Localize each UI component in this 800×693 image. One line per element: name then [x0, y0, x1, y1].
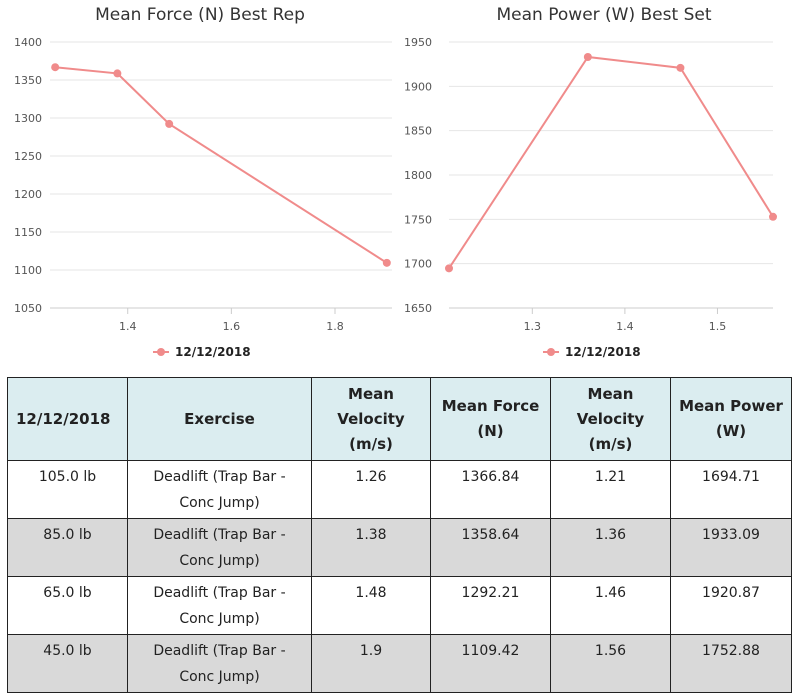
chart-title: Mean Power (W) Best Set — [497, 5, 712, 25]
data-point — [676, 63, 685, 72]
table-row: 105.0 lb Deadlift (Trap Bar - Conc Jump)… — [7, 460, 792, 519]
chart-title: Mean Force (N) Best Rep — [95, 5, 305, 25]
data-point — [382, 258, 391, 267]
cell-weight: 105.0 lb — [7, 460, 128, 519]
cell-mean-force: 1292.21 — [430, 576, 551, 635]
header-mean-power: Mean Power (W) — [670, 377, 792, 461]
chart-svg: Mean Power (W) Best Set 1650 1700 1750 1800 1… — [404, 5, 777, 359]
cell-weight: 85.0 lb — [7, 518, 128, 577]
y-tick-label: 1700 — [404, 258, 432, 271]
cell-mean-velocity-2: 1.21 — [550, 460, 671, 519]
table-row: 45.0 lb Deadlift (Trap Bar - Conc Jump) … — [7, 634, 792, 693]
y-tick-label: 1350 — [14, 74, 42, 87]
header-mean-velocity-2: Mean Velocity (m/s) — [550, 377, 671, 461]
mean-force-chart: Mean Force (N) Best Rep 1050 1100 1150 1200 1… — [0, 0, 400, 370]
data-point — [113, 69, 122, 78]
y-tick-label: 1150 — [14, 226, 42, 239]
y-tick-label: 1250 — [14, 150, 42, 163]
y-tick-label: 1950 — [404, 36, 432, 49]
header-mean-force: Mean Force (N) — [430, 377, 551, 461]
cell-mean-force: 1358.64 — [430, 518, 551, 577]
series-line — [55, 66, 388, 264]
cell-mean-velocity: 1.9 — [311, 634, 431, 693]
cell-weight: 45.0 lb — [7, 634, 128, 693]
cell-exercise: Deadlift (Trap Bar - Conc Jump) — [127, 634, 312, 693]
cell-mean-velocity-2: 1.36 — [550, 518, 671, 577]
cell-weight: 65.0 lb — [7, 576, 128, 635]
mean-power-chart: Mean Power (W) Best Set 1650 1700 1750 1800 1… — [392, 0, 800, 370]
series-line — [448, 55, 774, 269]
cell-mean-velocity-2: 1.56 — [550, 634, 671, 693]
cell-mean-force: 1109.42 — [430, 634, 551, 693]
y-tick-label: 1300 — [14, 112, 42, 125]
cell-mean-power: 1752.88 — [670, 634, 792, 693]
y-tick-label: 1200 — [14, 188, 42, 201]
cell-mean-power: 1920.87 — [670, 576, 792, 635]
x-tick-label: 1.6 — [223, 320, 241, 333]
header-date: 12/12/2018 — [7, 377, 128, 461]
table-row: 85.0 lb Deadlift (Trap Bar - Conc Jump) … — [7, 518, 792, 577]
x-tick-label: 1.3 — [524, 320, 542, 333]
x-tick-label: 1.4 — [616, 320, 634, 333]
chart-svg: Mean Force (N) Best Rep 1050 1100 1150 1200 1… — [14, 5, 392, 359]
results-table: 12/12/2018 Exercise Mean Velocity (m/s) … — [7, 377, 792, 693]
data-point — [165, 119, 174, 128]
x-tick-label: 1.8 — [326, 320, 344, 333]
y-tick-label: 1850 — [404, 125, 432, 138]
x-tick-label: 1.4 — [119, 320, 137, 333]
cell-mean-velocity-2: 1.46 — [550, 576, 671, 635]
cell-mean-power: 1694.71 — [670, 460, 792, 519]
y-tick-label: 1800 — [404, 169, 432, 182]
cell-exercise: Deadlift (Trap Bar - Conc Jump) — [127, 518, 312, 577]
legend-marker — [157, 348, 165, 356]
data-point — [769, 212, 777, 221]
cell-exercise: Deadlift (Trap Bar - Conc Jump) — [127, 460, 312, 519]
x-tick-label: 1.5 — [709, 320, 727, 333]
cell-exercise: Deadlift (Trap Bar - Conc Jump) — [127, 576, 312, 635]
cell-mean-velocity: 1.38 — [311, 518, 431, 577]
table-row: 65.0 lb Deadlift (Trap Bar - Conc Jump) … — [7, 576, 792, 635]
y-tick-label: 1400 — [14, 36, 42, 49]
y-tick-label: 1100 — [14, 264, 42, 277]
legend-marker — [547, 348, 555, 356]
cell-mean-force: 1366.84 — [430, 460, 551, 519]
header-mean-velocity: Mean Velocity (m/s) — [311, 377, 431, 461]
data-point — [445, 264, 453, 273]
cell-mean-velocity: 1.48 — [311, 576, 431, 635]
y-tick-label: 1750 — [404, 213, 432, 226]
data-point — [51, 63, 60, 72]
header-exercise: Exercise — [127, 377, 312, 461]
table-header-row: 12/12/2018 Exercise Mean Velocity (m/s) … — [7, 377, 792, 461]
legend-label: 12/12/2018 — [175, 345, 251, 359]
cell-mean-power: 1933.09 — [670, 518, 792, 577]
data-point — [583, 52, 592, 61]
y-tick-label: 1650 — [404, 302, 432, 315]
y-tick-label: 1050 — [14, 302, 42, 315]
y-tick-label: 1900 — [404, 80, 432, 93]
legend-label: 12/12/2018 — [565, 345, 641, 359]
cell-mean-velocity: 1.26 — [311, 460, 431, 519]
